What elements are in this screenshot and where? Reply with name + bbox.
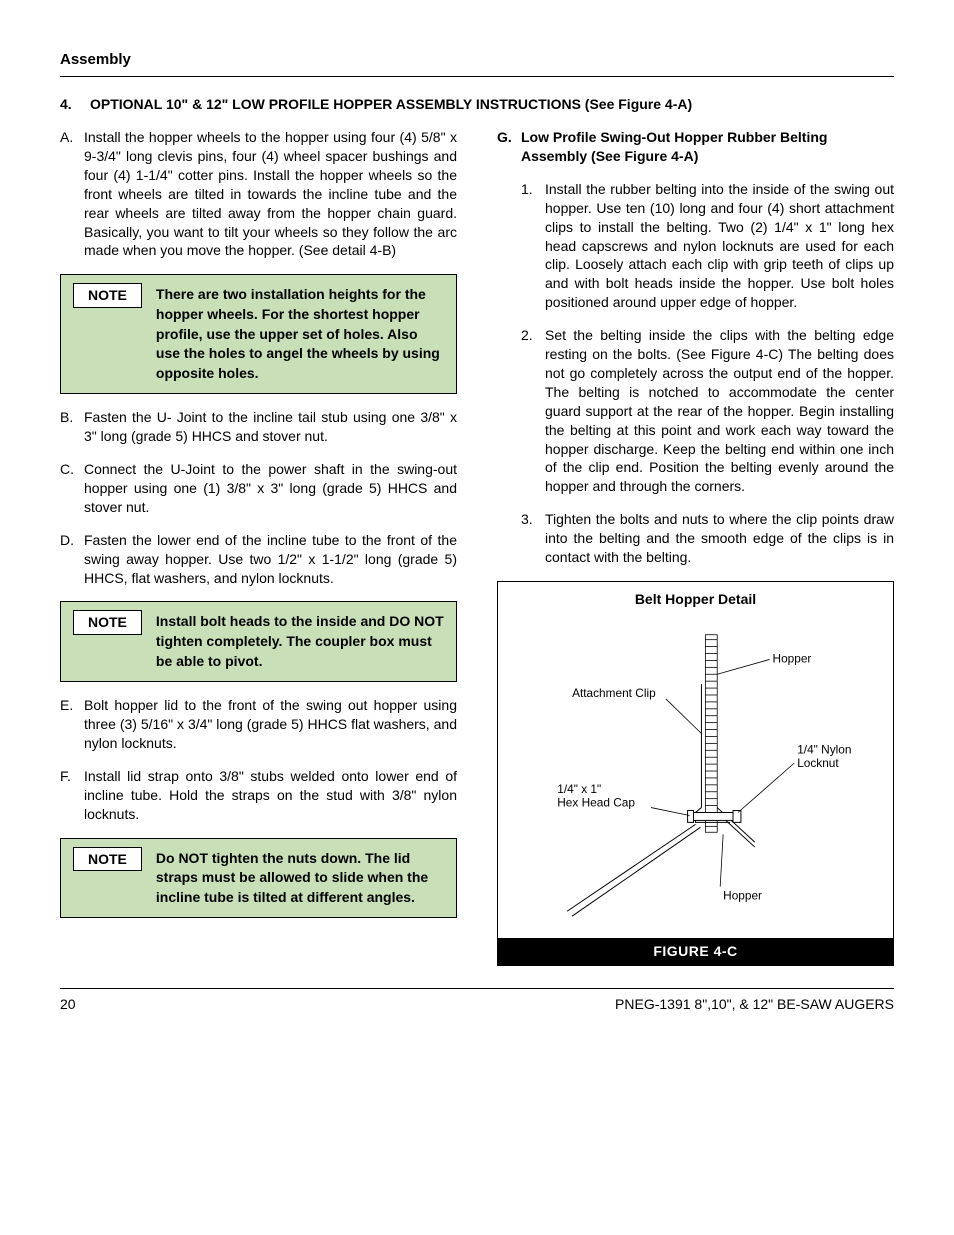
label-hex-head-2: Hex Head Cap (557, 795, 635, 809)
step-text: Fasten the U- Joint to the incline tail … (84, 408, 457, 446)
step-text: Fasten the lower end of the incline tube… (84, 531, 457, 588)
step-letter: B. (60, 408, 84, 446)
substep-number: 2. (521, 326, 545, 496)
substep-3: 3. Tighten the bolts and nuts to where t… (521, 510, 894, 567)
main-title: 4. OPTIONAL 10" & 12" LOW PROFILE HOPPER… (60, 95, 894, 114)
step-letter: D. (60, 531, 84, 588)
section-header: Assembly (60, 50, 894, 77)
note-label: NOTE (73, 610, 142, 635)
step-letter: A. (60, 128, 84, 260)
left-column: A. Install the hopper wheels to the hopp… (60, 128, 457, 965)
step-text: Connect the U-Joint to the power shaft i… (84, 460, 457, 517)
main-title-number: 4. (60, 95, 90, 114)
page-footer: 20 PNEG-1391 8",10", & 12" BE-SAW AUGERS (60, 988, 894, 1014)
substep-text: Tighten the bolts and nuts to where the … (545, 510, 894, 567)
page-number: 20 (60, 995, 76, 1014)
step-g-heading: G. Low Profile Swing-Out Hopper Rubber B… (497, 128, 894, 166)
label-hex-head-1: 1/4" x 1" (557, 781, 601, 795)
substep-2: 2. Set the belting inside the clips with… (521, 326, 894, 496)
content-columns: A. Install the hopper wheels to the hopp… (60, 128, 894, 965)
note-text: There are two installation heights for t… (156, 285, 444, 383)
step-a: A. Install the hopper wheels to the hopp… (60, 128, 457, 260)
figure-caption: FIGURE 4-C (498, 938, 893, 965)
note-label: NOTE (73, 283, 142, 308)
step-c: C. Connect the U-Joint to the power shaf… (60, 460, 457, 517)
step-letter: E. (60, 696, 84, 753)
step-text: Install the hopper wheels to the hopper … (84, 128, 457, 260)
substep-number: 3. (521, 510, 545, 567)
main-title-text: OPTIONAL 10" & 12" LOW PROFILE HOPPER AS… (90, 95, 692, 114)
step-letter: C. (60, 460, 84, 517)
substep-text: Set the belting inside the clips with th… (545, 326, 894, 496)
label-hopper-top: Hopper (773, 651, 812, 665)
label-nylon-locknut-1: 1/4" Nylon (797, 742, 851, 756)
doc-id: PNEG-1391 8",10", & 12" BE-SAW AUGERS (615, 995, 894, 1014)
substep-1: 1. Install the rubber belting into the i… (521, 180, 894, 312)
note-box-1: NOTE There are two installation heights … (60, 274, 457, 394)
note-text: Do NOT tighten the nuts down. The lid st… (156, 849, 444, 908)
note-box-3: NOTE Do NOT tighten the nuts down. The l… (60, 838, 457, 919)
step-d: D. Fasten the lower end of the incline t… (60, 531, 457, 588)
step-letter: F. (60, 767, 84, 824)
step-text: Install lid strap onto 3/8" stubs welded… (84, 767, 457, 824)
note-label: NOTE (73, 847, 142, 872)
step-b: B. Fasten the U- Joint to the incline ta… (60, 408, 457, 446)
figure-title: Belt Hopper Detail (498, 582, 893, 613)
label-hopper-bottom: Hopper (723, 888, 762, 902)
right-column: G. Low Profile Swing-Out Hopper Rubber B… (497, 128, 894, 965)
figure-4c: Belt Hopper Detail (497, 581, 894, 966)
substep-text: Install the rubber belting into the insi… (545, 180, 894, 312)
step-heading-text: Low Profile Swing-Out Hopper Rubber Belt… (521, 128, 894, 166)
label-attachment-clip: Attachment Clip (572, 686, 656, 700)
step-e: E. Bolt hopper lid to the front of the s… (60, 696, 457, 753)
label-nylon-locknut-2: Locknut (797, 756, 839, 770)
note-text: Install bolt heads to the inside and DO … (156, 612, 444, 671)
step-f: F. Install lid strap onto 3/8" stubs wel… (60, 767, 457, 824)
step-text: Bolt hopper lid to the front of the swin… (84, 696, 457, 753)
note-box-2: NOTE Install bolt heads to the inside an… (60, 601, 457, 682)
step-letter: G. (497, 128, 521, 166)
belt-hopper-diagram: Hopper Attachment Clip 1/4" Nylon Locknu… (498, 613, 893, 933)
substep-number: 1. (521, 180, 545, 312)
